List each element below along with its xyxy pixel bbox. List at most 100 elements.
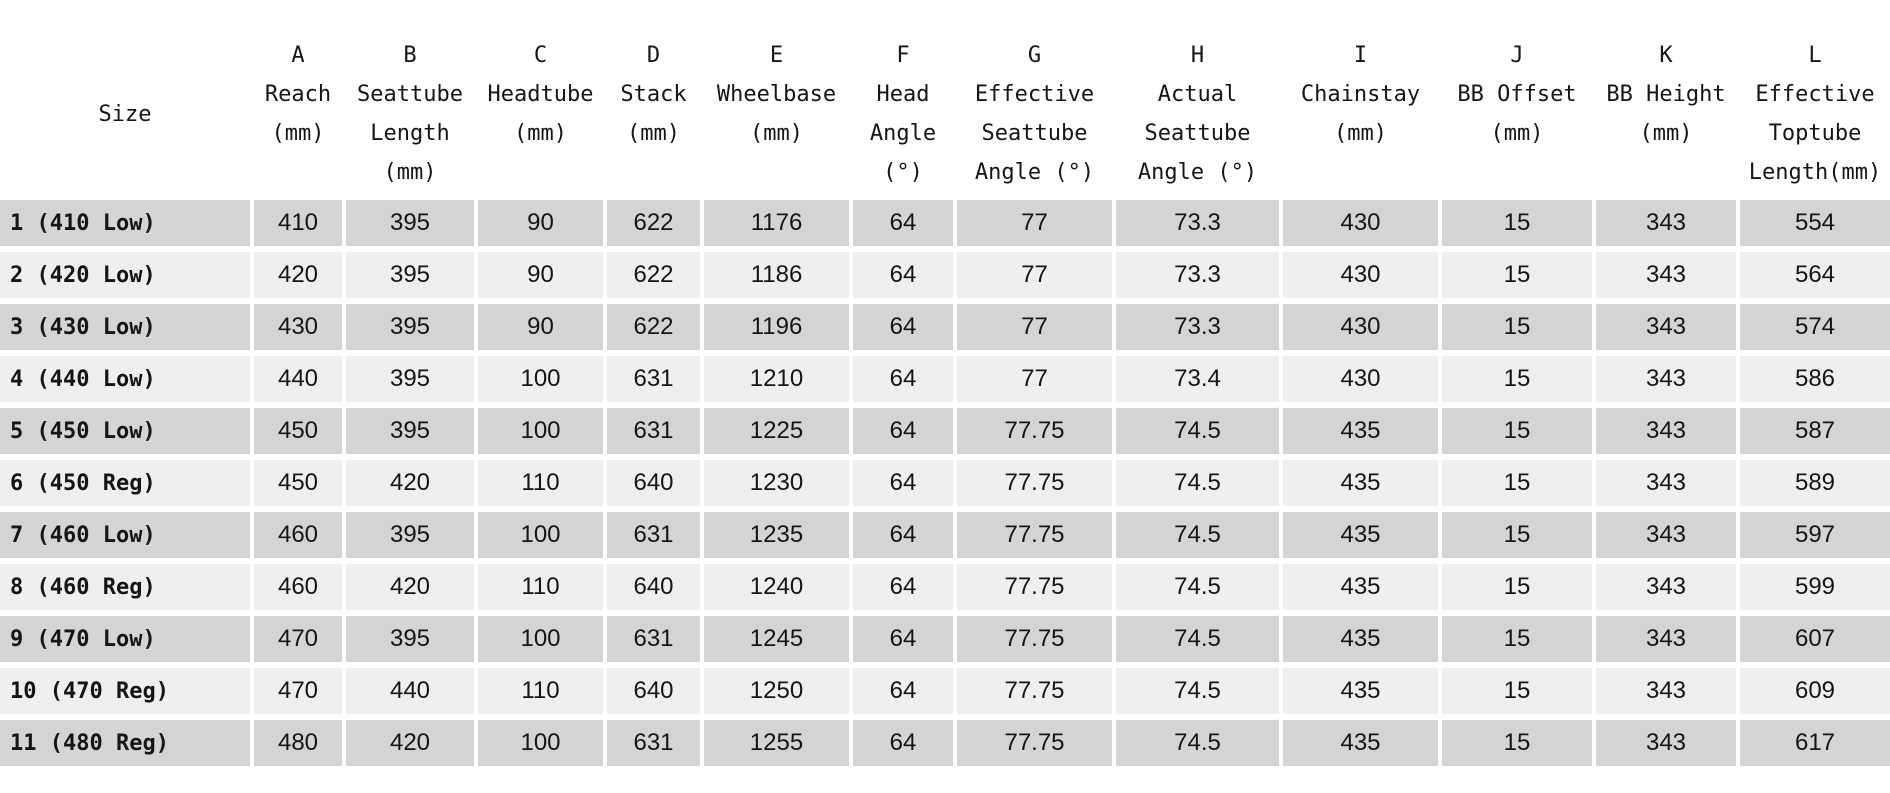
value-cell: 1230 bbox=[704, 460, 849, 506]
value-cell: 470 bbox=[254, 616, 342, 662]
size-cell: 10 (470 Reg) bbox=[0, 668, 250, 714]
value-cell: 73.3 bbox=[1116, 304, 1279, 350]
value-cell: 430 bbox=[1283, 252, 1438, 298]
header-letter: F bbox=[896, 43, 910, 68]
value-cell: 343 bbox=[1596, 564, 1736, 610]
value-cell: 430 bbox=[1283, 356, 1438, 402]
value-cell: 450 bbox=[254, 460, 342, 506]
value-cell: 435 bbox=[1283, 564, 1438, 610]
header-label: Effective bbox=[974, 82, 1095, 107]
header-label: (mm) bbox=[1490, 121, 1544, 146]
value-cell: 609 bbox=[1740, 668, 1890, 714]
value-cell: 607 bbox=[1740, 616, 1890, 662]
value-cell: 622 bbox=[607, 304, 700, 350]
value-cell: 64 bbox=[853, 200, 953, 246]
value-cell: 395 bbox=[346, 356, 474, 402]
header-cell: K BB Height (mm) bbox=[1596, 36, 1736, 194]
value-cell: 64 bbox=[853, 616, 953, 662]
value-cell: 77.75 bbox=[957, 564, 1112, 610]
value-cell: 1245 bbox=[704, 616, 849, 662]
header-cell: D Stack (mm) bbox=[607, 36, 700, 194]
value-cell: 420 bbox=[346, 720, 474, 766]
value-cell: 640 bbox=[607, 460, 700, 506]
header-letter: D bbox=[646, 43, 661, 68]
header-letter: I bbox=[1353, 43, 1368, 68]
value-cell: 554 bbox=[1740, 200, 1890, 246]
value-cell: 410 bbox=[254, 200, 342, 246]
size-cell: 11 (480 Reg) bbox=[0, 720, 250, 766]
header-letter: A bbox=[291, 43, 305, 68]
value-cell: 586 bbox=[1740, 356, 1890, 402]
value-cell: 15 bbox=[1442, 304, 1592, 350]
header-letter: K bbox=[1659, 43, 1673, 68]
value-cell: 15 bbox=[1442, 668, 1592, 714]
header-cell: B Seattube Length (mm) bbox=[346, 36, 474, 194]
header-size: Size bbox=[98, 102, 152, 127]
value-cell: 631 bbox=[607, 408, 700, 454]
header-cell: L Effective Toptube Length(mm) bbox=[1740, 36, 1890, 194]
header-label: Seattube bbox=[1144, 121, 1251, 146]
size-cell: 9 (470 Low) bbox=[0, 616, 250, 662]
size-cell: 6 (450 Reg) bbox=[0, 460, 250, 506]
size-cell: 3 (430 Low) bbox=[0, 304, 250, 350]
value-cell: 435 bbox=[1283, 668, 1438, 714]
header-label: Length bbox=[370, 121, 450, 146]
value-cell: 64 bbox=[853, 408, 953, 454]
header-letter: E bbox=[769, 43, 784, 68]
value-cell: 574 bbox=[1740, 304, 1890, 350]
value-cell: 395 bbox=[346, 512, 474, 558]
value-cell: 395 bbox=[346, 408, 474, 454]
value-cell: 480 bbox=[254, 720, 342, 766]
value-cell: 420 bbox=[346, 564, 474, 610]
value-cell: 90 bbox=[478, 304, 603, 350]
header-letter: B bbox=[403, 43, 417, 68]
header-label: (°) bbox=[883, 160, 923, 185]
value-cell: 77 bbox=[957, 252, 1112, 298]
value-cell: 1235 bbox=[704, 512, 849, 558]
value-cell: 430 bbox=[1283, 304, 1438, 350]
value-cell: 64 bbox=[853, 460, 953, 506]
value-cell: 100 bbox=[478, 356, 603, 402]
value-cell: 589 bbox=[1740, 460, 1890, 506]
value-cell: 435 bbox=[1283, 408, 1438, 454]
value-cell: 110 bbox=[478, 460, 603, 506]
value-cell: 15 bbox=[1442, 512, 1592, 558]
header-letter: C bbox=[533, 43, 548, 68]
header-label: Angle (°) bbox=[1137, 160, 1258, 185]
header-cell: F Head Angle (°) bbox=[853, 36, 953, 194]
value-cell: 343 bbox=[1596, 512, 1736, 558]
value-cell: 460 bbox=[254, 512, 342, 558]
value-cell: 110 bbox=[478, 564, 603, 610]
size-cell: 2 (420 Low) bbox=[0, 252, 250, 298]
value-cell: 77 bbox=[957, 304, 1112, 350]
value-cell: 597 bbox=[1740, 512, 1890, 558]
header-label: Stack bbox=[620, 82, 687, 107]
value-cell: 1250 bbox=[704, 668, 849, 714]
value-cell: 564 bbox=[1740, 252, 1890, 298]
value-cell: 640 bbox=[607, 668, 700, 714]
value-cell: 1176 bbox=[704, 200, 849, 246]
value-cell: 74.5 bbox=[1116, 564, 1279, 610]
value-cell: 110 bbox=[478, 668, 603, 714]
value-cell: 15 bbox=[1442, 408, 1592, 454]
value-cell: 343 bbox=[1596, 200, 1736, 246]
value-cell: 73.3 bbox=[1116, 252, 1279, 298]
value-cell: 631 bbox=[607, 616, 700, 662]
header-letter: H bbox=[1190, 43, 1205, 68]
value-cell: 73.4 bbox=[1116, 356, 1279, 402]
value-cell: 343 bbox=[1596, 304, 1736, 350]
header-label: (mm) bbox=[514, 121, 567, 146]
value-cell: 622 bbox=[607, 200, 700, 246]
header-label: (mm) bbox=[271, 121, 325, 146]
size-cell: 7 (460 Low) bbox=[0, 512, 250, 558]
value-cell: 1225 bbox=[704, 408, 849, 454]
header-label: Seattube bbox=[981, 121, 1088, 146]
header-cell: C Headtube (mm) bbox=[478, 36, 603, 194]
value-cell: 587 bbox=[1740, 408, 1890, 454]
header-label: Head bbox=[876, 82, 930, 107]
value-cell: 1240 bbox=[704, 564, 849, 610]
value-cell: 631 bbox=[607, 512, 700, 558]
value-cell: 77.75 bbox=[957, 460, 1112, 506]
value-cell: 15 bbox=[1442, 460, 1592, 506]
header-label: Reach bbox=[264, 82, 332, 107]
